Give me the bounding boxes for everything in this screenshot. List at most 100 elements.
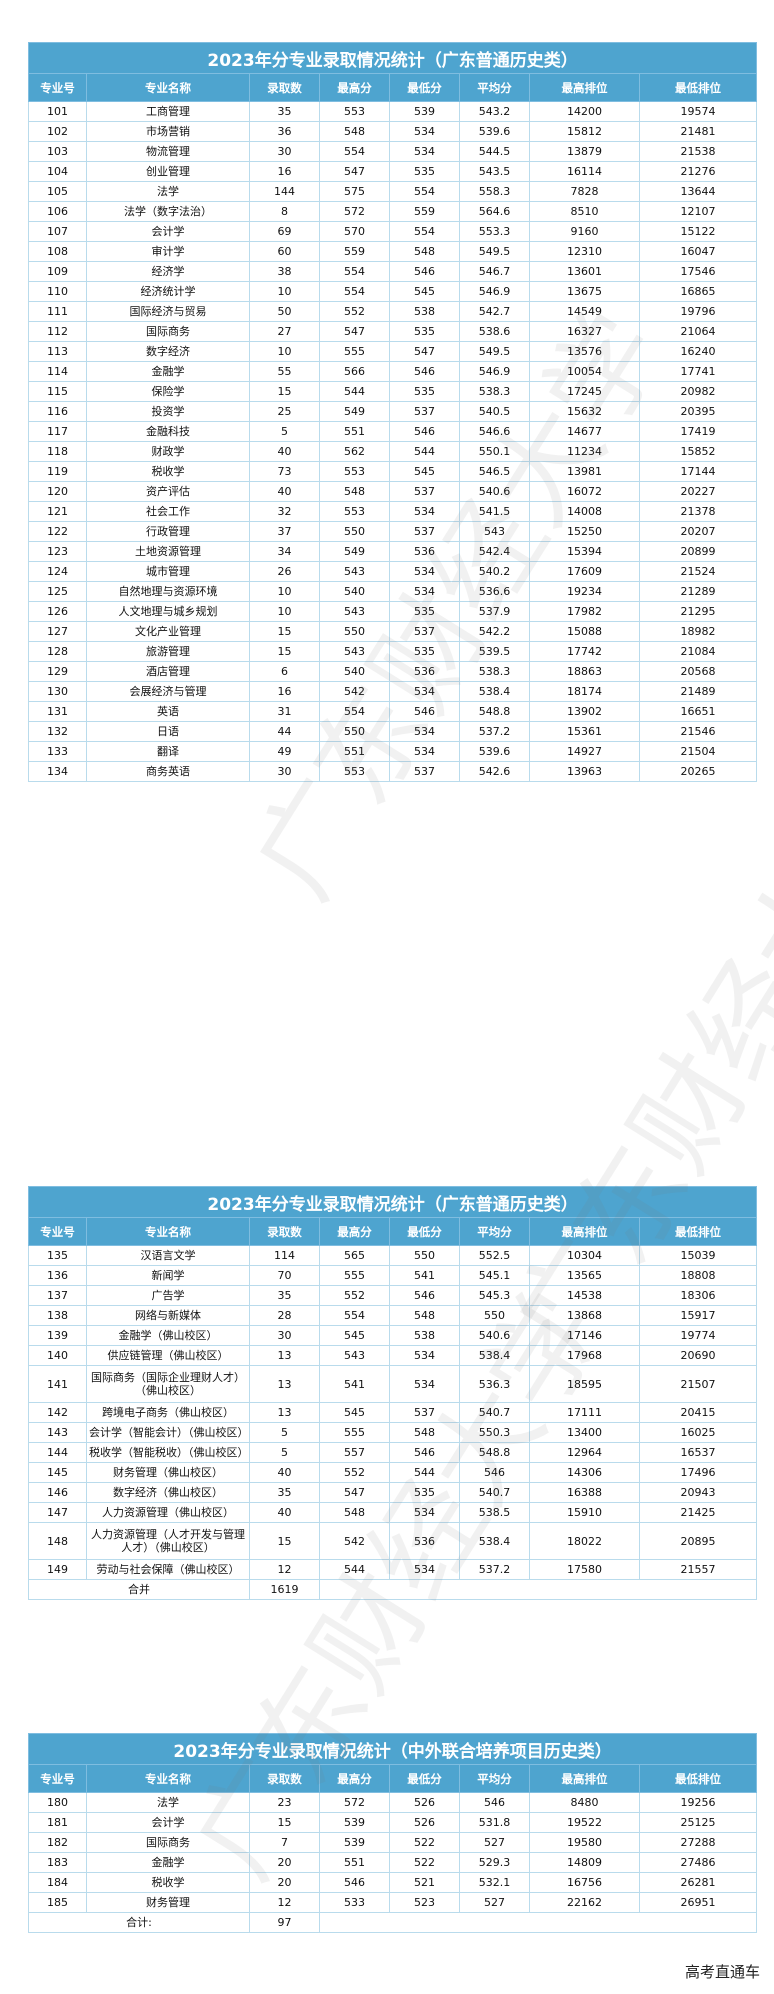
table-cell: 572: [319, 1792, 390, 1813]
table-cell: 15250: [529, 521, 640, 542]
table-cell: 27288: [638, 1832, 758, 1853]
table-cell: 5: [249, 421, 320, 442]
table-cell: 21295: [638, 601, 758, 622]
table-cell: 26951: [638, 1892, 758, 1913]
table-cell: 财政学: [86, 441, 250, 462]
table-cell: 101: [28, 101, 87, 122]
table-cell: 社会工作: [86, 501, 250, 522]
table-cell: 数字经济: [86, 341, 250, 362]
table-cell: 12: [249, 1892, 320, 1913]
table-cell: 15361: [529, 721, 640, 742]
table-row: 141 国际商务（国际企业理财人才）（佛山校区） 13 541 534 536.3 1859…: [28, 1365, 758, 1403]
total-row: 合并 1619: [28, 1579, 758, 1600]
table-cell: 40: [249, 441, 320, 462]
table-cell: 541: [319, 1365, 390, 1403]
table-cell: 16756: [529, 1872, 640, 1893]
table-cell: 城市管理: [86, 561, 250, 582]
table-cell: 13879: [529, 141, 640, 162]
table-cell: 552.5: [459, 1245, 530, 1266]
column-header: 最高排位: [529, 1217, 640, 1246]
table-row: 125 自然地理与资源环境 10 540 534 536.6 19234 21289: [28, 581, 758, 602]
table-cell: 542: [319, 1522, 390, 1560]
total-label: 合并: [28, 1579, 250, 1600]
table-cell: 60: [249, 241, 320, 262]
table-cell: 17146: [529, 1325, 640, 1346]
table-cell: 549.5: [459, 341, 530, 362]
table-cell: 550: [389, 1245, 460, 1266]
table-row: 116 投资学 25 549 537 540.5 15632 20395: [28, 401, 758, 422]
table-cell: 35: [249, 1482, 320, 1503]
table-cell: 543.5: [459, 161, 530, 182]
table-cell: 521: [389, 1872, 460, 1893]
table-cell: 545.3: [459, 1285, 530, 1306]
table-cell: 534: [389, 681, 460, 702]
table-cell: 565: [319, 1245, 390, 1266]
table-row: 184 税收学 20 546 521 532.1 16756 26281: [28, 1872, 758, 1893]
table-cell: 539.6: [459, 121, 530, 142]
table-cell: 金融学（佛山校区）: [86, 1325, 250, 1346]
table-cell: 555: [319, 1265, 390, 1286]
table-cell: 535: [389, 641, 460, 662]
table-cell: 21524: [638, 561, 758, 582]
table-cell: 107: [28, 221, 87, 242]
table-cell: 32: [249, 501, 320, 522]
table-cell: 115: [28, 381, 87, 402]
table-cell: 535: [389, 161, 460, 182]
table-cell: 535: [389, 1482, 460, 1503]
table-cell: 555: [319, 341, 390, 362]
table-cell: 17245: [529, 381, 640, 402]
table-cell: 543: [319, 601, 390, 622]
table-cell: 546.7: [459, 261, 530, 282]
table-row: 111 国际经济与贸易 50 552 538 542.7 14549 19796: [28, 301, 758, 322]
table-cell: 546: [389, 1285, 460, 1306]
table-cell: 114: [249, 1245, 320, 1266]
column-header: 录取数: [249, 1217, 320, 1246]
table-cell: 554: [319, 141, 390, 162]
table-cell: 109: [28, 261, 87, 282]
table-cell: 181: [28, 1812, 87, 1833]
table-cell: 144: [28, 1442, 87, 1463]
table-cell: 526: [389, 1792, 460, 1813]
table-cell: 17968: [529, 1345, 640, 1366]
table-row: 109 经济学 38 554 546 546.7 13601 17546: [28, 261, 758, 282]
table-cell: 15122: [638, 221, 758, 242]
column-header: 专业名称: [86, 73, 250, 102]
table-cell: 537.2: [459, 1559, 530, 1580]
table-cell: 547: [319, 161, 390, 182]
table-row: 113 数字经济 10 555 547 549.5 13576 16240: [28, 341, 758, 362]
table-cell: 545: [389, 461, 460, 482]
column-header: 平均分: [459, 73, 530, 102]
table-row: 135 汉语言文学 114 565 550 552.5 10304 15039: [28, 1245, 758, 1266]
table-cell: 538.4: [459, 1345, 530, 1366]
table-row: 131 英语 31 554 546 548.8 13902 16651: [28, 701, 758, 722]
table-cell: 15: [249, 1522, 320, 1560]
table-cell: 国际商务: [86, 1832, 250, 1853]
table-row: 133 翻译 49 551 534 539.6 14927 21504: [28, 741, 758, 762]
table-cell: 540.2: [459, 561, 530, 582]
table-row: 101 工商管理 35 553 539 543.2 14200 19574: [28, 101, 758, 122]
table-title: 2023年分专业录取情况统计（中外联合培养项目历史类）: [27, 1733, 758, 1765]
table-cell: 539: [319, 1812, 390, 1833]
table-cell: 543: [459, 521, 530, 542]
table-cell: 133: [28, 741, 87, 762]
table-cell: 10: [249, 581, 320, 602]
table-cell: 会计学（智能会计）（佛山校区）: [86, 1422, 250, 1443]
table-cell: 税收学（智能税收）（佛山校区）: [86, 1442, 250, 1463]
table-cell: 116: [28, 401, 87, 422]
table-cell: 136: [28, 1265, 87, 1286]
table-cell: 商务英语: [86, 761, 250, 782]
table-cell: 540: [319, 661, 390, 682]
column-header: 录取数: [249, 73, 320, 102]
table-cell: 20943: [638, 1482, 758, 1503]
table-cell: 18595: [529, 1365, 640, 1403]
table-cell: 114: [28, 361, 87, 382]
total-label: 合计:: [28, 1912, 250, 1933]
table-cell: 140: [28, 1345, 87, 1366]
table-cell: 103: [28, 141, 87, 162]
column-header: 最低排位: [638, 1764, 758, 1793]
table-cell: 144: [249, 181, 320, 202]
table-cell: 18022: [529, 1522, 640, 1560]
table-cell: 劳动与社会保障（佛山校区）: [86, 1559, 250, 1580]
table-cell: 542.2: [459, 621, 530, 642]
table-cell: 14677: [529, 421, 640, 442]
